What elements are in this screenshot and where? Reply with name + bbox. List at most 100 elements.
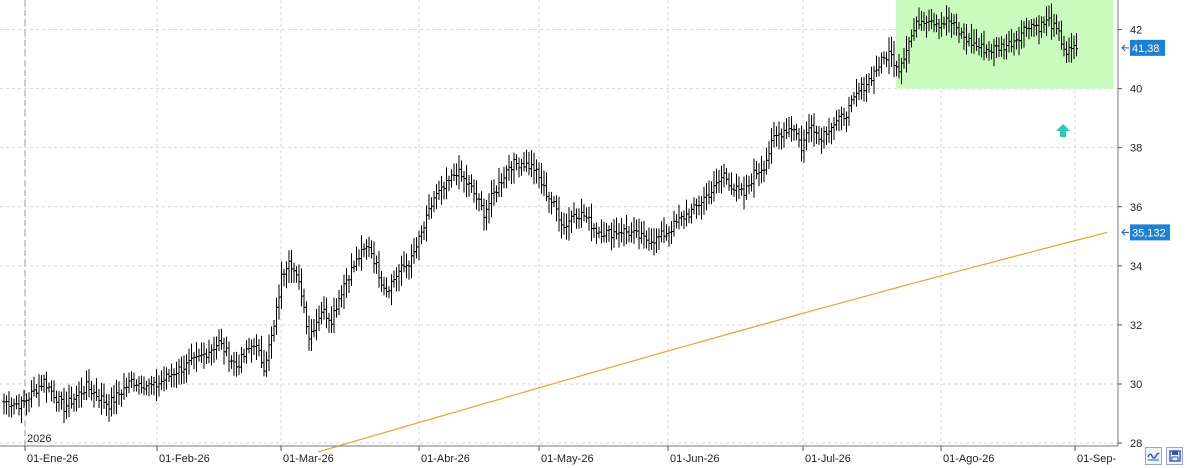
ohlc-bar bbox=[620, 218, 623, 243]
ohlc-bar bbox=[357, 249, 361, 267]
ohlc-bar bbox=[420, 225, 423, 245]
ohlc-bar bbox=[847, 96, 851, 126]
ohlc-bar bbox=[275, 297, 278, 335]
ohlc-bar bbox=[867, 72, 871, 93]
ohlc-bar bbox=[635, 219, 638, 238]
wave-icon[interactable] bbox=[1145, 447, 1162, 465]
ohlc-bar bbox=[267, 334, 271, 372]
ohlc-bar bbox=[302, 288, 306, 314]
ohlc-bar bbox=[140, 375, 143, 394]
x-tick-label: 01-Sep- bbox=[1077, 453, 1116, 465]
x-tick-label: 01-May-26 bbox=[541, 453, 594, 465]
ohlc-bar bbox=[662, 217, 666, 244]
moving-average-line bbox=[317, 231, 1108, 453]
ohlc-bar bbox=[380, 270, 383, 293]
ohlc-bar bbox=[27, 392, 31, 413]
ohlc-bar bbox=[775, 126, 778, 147]
ohlc-bar bbox=[320, 301, 323, 325]
ohlc-bar bbox=[192, 351, 196, 370]
ohlc-bar bbox=[272, 320, 276, 342]
ohlc-bar bbox=[367, 236, 371, 258]
ohlc-bar bbox=[730, 172, 733, 195]
ohlc-bar bbox=[815, 125, 818, 145]
ohlc-bar bbox=[312, 319, 316, 338]
ohlc-bar bbox=[465, 165, 468, 198]
ohlc-bar bbox=[440, 175, 443, 205]
ohlc-bar bbox=[542, 170, 546, 197]
ohlc-bar bbox=[287, 250, 291, 284]
ohlc-bar bbox=[307, 315, 311, 351]
ohlc-bar bbox=[550, 191, 553, 215]
ma-line bbox=[317, 231, 1108, 453]
ohlc-bar bbox=[442, 181, 446, 200]
ohlc-bar bbox=[395, 267, 398, 292]
save-icon[interactable] bbox=[1166, 447, 1183, 465]
ohlc-bar bbox=[772, 121, 776, 148]
ohlc-bar bbox=[777, 121, 781, 150]
ohlc-bar bbox=[822, 126, 826, 149]
ohlc-bar bbox=[160, 370, 163, 390]
ohlc-bar bbox=[605, 222, 608, 243]
ohlc-bar bbox=[370, 240, 373, 259]
ohlc-bar bbox=[522, 151, 526, 172]
ohlc-bar bbox=[127, 372, 131, 394]
ohlc-bar bbox=[790, 116, 793, 142]
ohlc-bar bbox=[350, 253, 353, 287]
ohlc-bar bbox=[665, 224, 668, 241]
ohlc-bar bbox=[385, 277, 388, 298]
ohlc-bar bbox=[700, 196, 703, 220]
ohlc-bar bbox=[280, 261, 283, 309]
ohlc-bar bbox=[35, 384, 38, 398]
ohlc-bar bbox=[652, 228, 656, 256]
ohlc-bar bbox=[827, 117, 831, 143]
ohlc-bar bbox=[37, 374, 41, 407]
ohlc-bar bbox=[415, 237, 418, 259]
ohlc-bar bbox=[310, 319, 313, 352]
ohlc-bar bbox=[80, 377, 83, 408]
ohlc-bar bbox=[85, 370, 88, 401]
ohlc-bar bbox=[600, 219, 603, 244]
ohlc-bar bbox=[422, 221, 426, 240]
ohlc-bar bbox=[785, 118, 788, 139]
ohlc-bar bbox=[157, 375, 161, 397]
ohlc-bar bbox=[680, 211, 683, 226]
ohlc-bar bbox=[645, 230, 648, 249]
ohlc-bar bbox=[290, 249, 293, 284]
ohlc-bar bbox=[875, 55, 878, 78]
ohlc-bar bbox=[830, 122, 833, 145]
ohlc-bar bbox=[752, 158, 756, 198]
ohlc-bar bbox=[530, 150, 533, 177]
ohlc-bar bbox=[865, 73, 868, 102]
ohlc-bar bbox=[322, 296, 326, 320]
ohlc-bar bbox=[660, 221, 663, 243]
ohlc-bar bbox=[837, 109, 841, 132]
x-tick-label: 01-Feb-26 bbox=[159, 453, 210, 465]
ohlc-bar bbox=[540, 162, 543, 194]
ohlc-bar bbox=[452, 163, 456, 182]
ohlc-bar bbox=[145, 380, 148, 396]
ohlc-bar bbox=[817, 125, 821, 145]
ohlc-bar bbox=[447, 175, 451, 192]
ohlc-bar bbox=[162, 366, 166, 392]
ohlc-bar bbox=[500, 173, 503, 198]
ohlc-bar bbox=[525, 149, 528, 172]
ohlc-bar bbox=[527, 151, 531, 176]
x-tick-label: 01-Abr-26 bbox=[421, 453, 470, 465]
ohlc-bar bbox=[255, 334, 258, 360]
ohlc-bar bbox=[482, 198, 486, 231]
ohlc-bar bbox=[347, 274, 351, 294]
ohlc-bar bbox=[207, 339, 211, 364]
ohlc-bar bbox=[585, 207, 588, 223]
ohlc-bar bbox=[187, 348, 191, 375]
ohlc-bar bbox=[617, 223, 621, 248]
ohlc-bar bbox=[185, 354, 188, 383]
ohlc-bar bbox=[270, 326, 273, 359]
ohlc-bar bbox=[487, 193, 491, 224]
ohlc-bar bbox=[840, 106, 843, 131]
ohlc-bar bbox=[95, 378, 98, 402]
ohlc-bar bbox=[7, 391, 11, 418]
ohlc-bar bbox=[262, 349, 266, 377]
ohlc-bar bbox=[345, 267, 348, 298]
y-tick-label: 38 bbox=[1130, 143, 1142, 155]
